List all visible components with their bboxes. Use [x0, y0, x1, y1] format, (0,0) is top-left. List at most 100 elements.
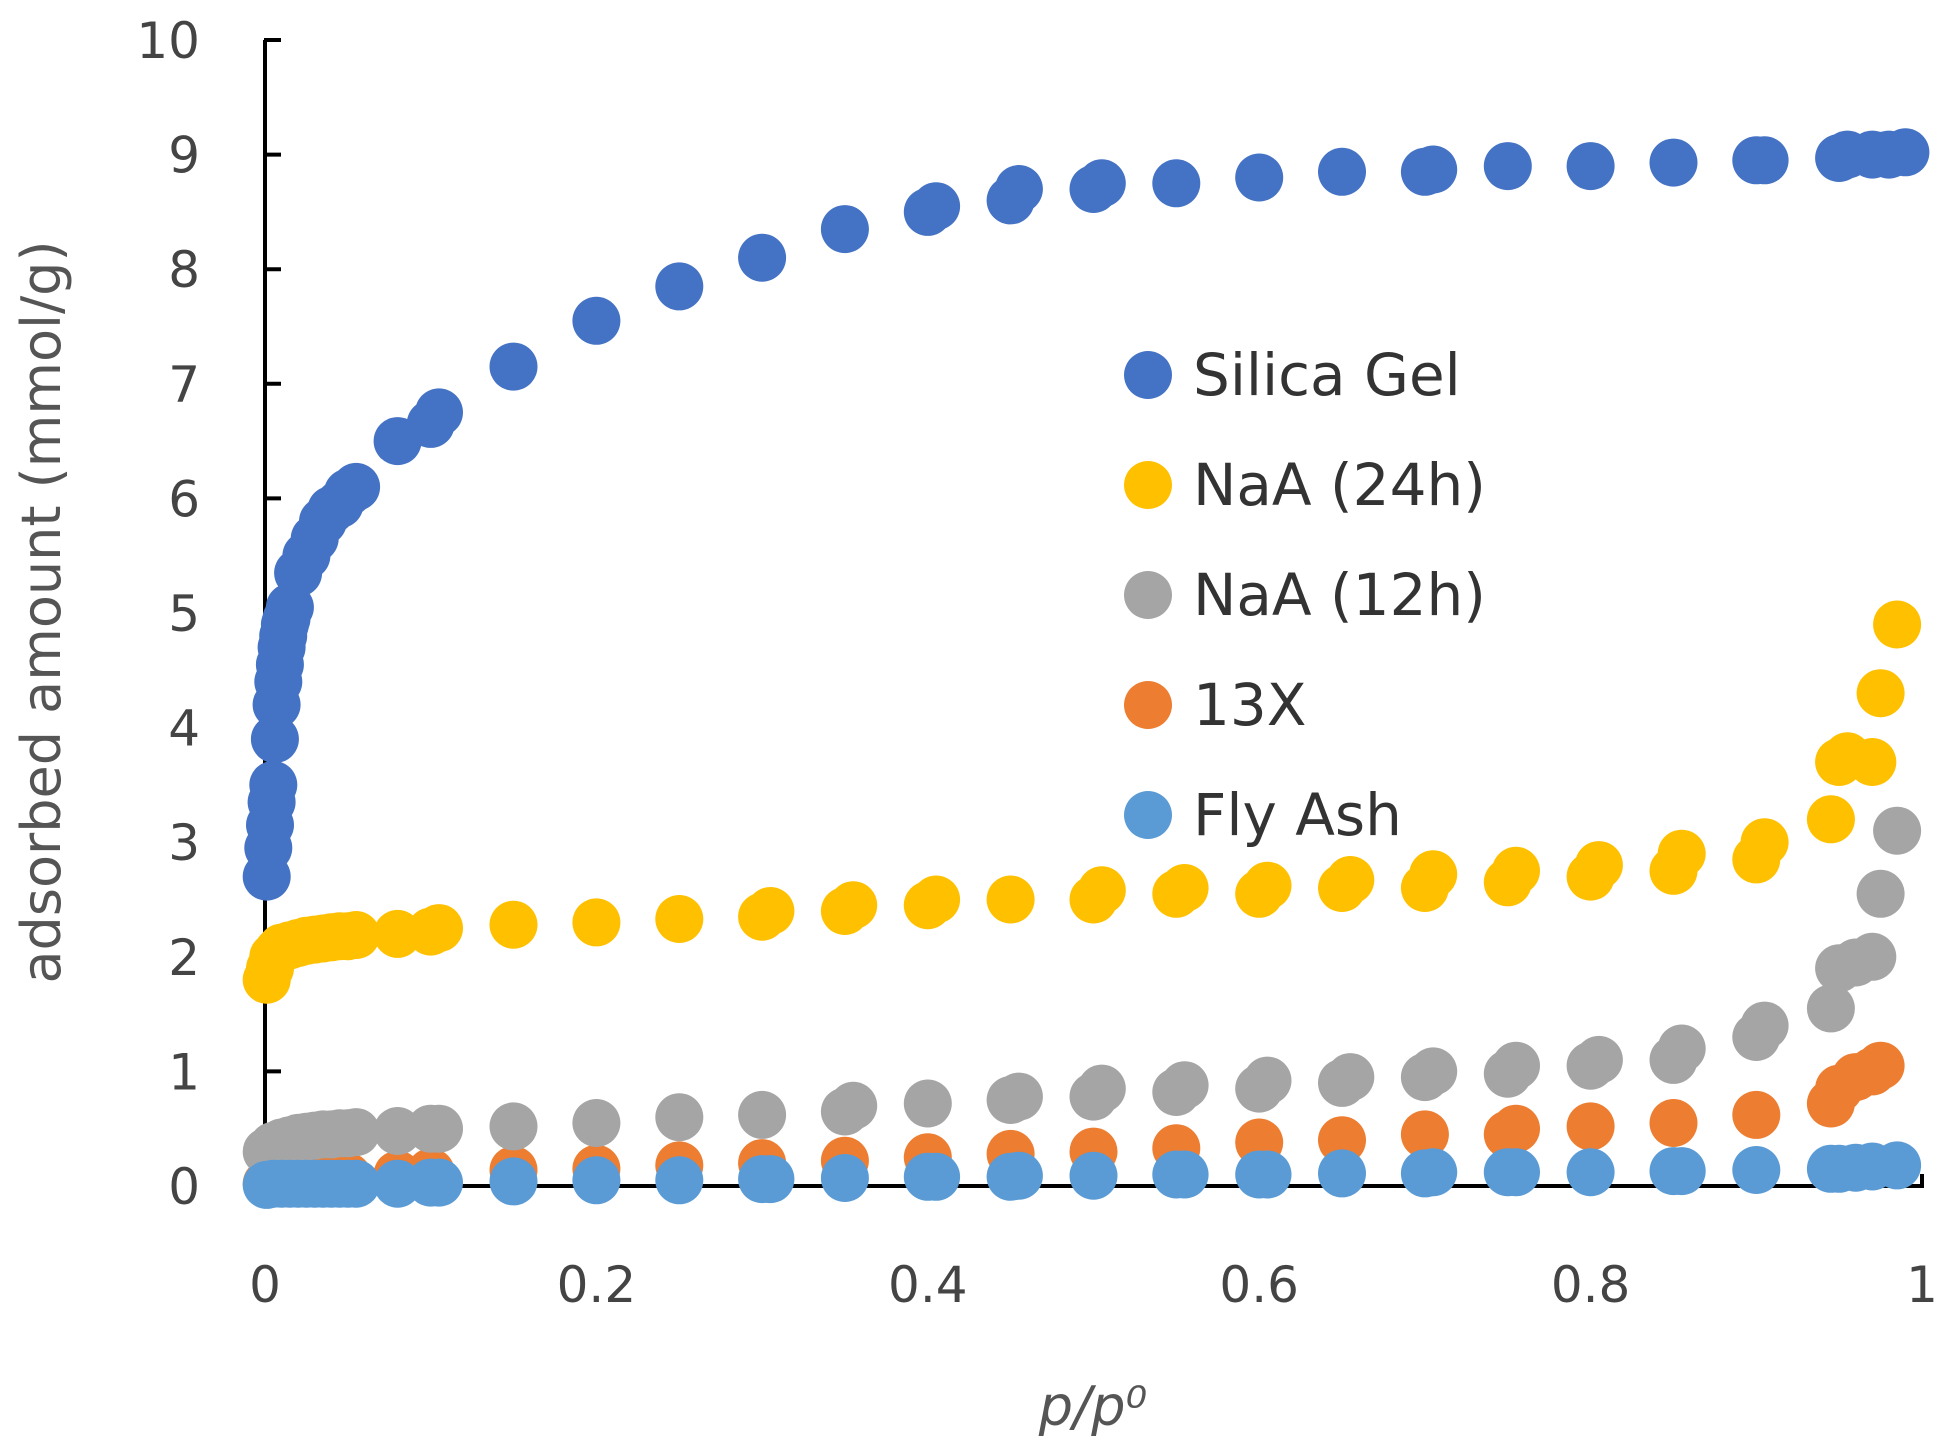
x-axis-title: p/p⁰	[1038, 1375, 1147, 1438]
data-point	[1881, 128, 1930, 177]
data-point	[1657, 1024, 1706, 1073]
data-point	[746, 1155, 795, 1204]
data-point	[738, 233, 787, 282]
legend-label: Fly Ash	[1193, 781, 1402, 849]
x-tick-label: 0	[249, 1256, 281, 1314]
x-axis-title-superscript: ⁰	[1126, 1375, 1148, 1438]
series-fly-ash	[242, 1141, 1922, 1209]
data-point	[1243, 861, 1292, 910]
y-tick-label: 8	[168, 241, 200, 299]
series-naa-24h	[242, 600, 1922, 1004]
data-point	[1077, 866, 1126, 915]
data-point	[912, 1152, 961, 1201]
data-point	[1160, 1061, 1209, 1110]
data-point	[738, 1090, 787, 1139]
data-point	[415, 1158, 463, 1207]
data-point	[489, 1102, 538, 1151]
legend-label: NaA (12h)	[1193, 561, 1486, 629]
legend-marker	[1124, 351, 1172, 399]
data-point	[1740, 136, 1789, 185]
data-point	[1318, 147, 1366, 196]
data-point	[1409, 1047, 1458, 1096]
y-axis-title: adsorbed amount (mmol/g)	[10, 240, 73, 983]
x-axis-title-base: p/p	[1038, 1375, 1126, 1438]
y-tick-label: 9	[168, 127, 200, 185]
data-point	[1574, 841, 1623, 890]
data-point	[1848, 738, 1897, 786]
data-point	[572, 1156, 621, 1205]
legend-entry: 13X	[1124, 671, 1307, 739]
data-point	[1069, 1151, 1118, 1200]
data-point	[415, 904, 463, 953]
y-tick-label: 0	[168, 1158, 200, 1216]
data-point	[1492, 1041, 1540, 1090]
data-point	[332, 1108, 381, 1157]
legend-marker	[1124, 461, 1172, 509]
data-point	[332, 911, 381, 959]
data-point	[1873, 600, 1922, 649]
data-point	[1492, 1104, 1540, 1153]
y-tick-label: 5	[168, 585, 200, 643]
y-tick-label: 10	[136, 12, 200, 70]
data-point	[249, 760, 298, 809]
data-point	[1492, 846, 1540, 895]
data-point	[1806, 795, 1855, 844]
data-point	[829, 1081, 878, 1130]
data-point	[572, 296, 621, 345]
data-point	[1566, 1148, 1615, 1197]
y-tick-label: 7	[168, 356, 200, 414]
data-point	[994, 1072, 1043, 1121]
y-tick-label: 2	[168, 929, 200, 987]
data-point	[1243, 1150, 1292, 1199]
data-point	[1732, 1090, 1781, 1139]
data-point	[655, 1093, 704, 1142]
data-point	[820, 1154, 869, 1202]
data-point	[1740, 818, 1789, 867]
data-point	[415, 1104, 463, 1153]
data-point	[1657, 829, 1706, 878]
data-point	[572, 898, 621, 947]
x-tick-label: 0.4	[888, 1256, 968, 1314]
x-tick-label: 0.2	[557, 1256, 637, 1314]
data-point	[1409, 850, 1458, 899]
data-point	[1160, 864, 1209, 912]
data-point	[1160, 1150, 1209, 1199]
data-point	[1077, 159, 1126, 208]
data-point	[1152, 159, 1201, 208]
data-point	[1649, 1099, 1698, 1147]
data-point	[994, 1151, 1043, 1200]
data-point	[1806, 984, 1855, 1033]
data-point	[332, 1159, 381, 1208]
data-point	[332, 462, 381, 511]
x-tick-label: 1	[1906, 1256, 1938, 1314]
data-point	[1740, 1001, 1789, 1050]
data-point	[1243, 1056, 1292, 1105]
data-point	[655, 895, 704, 943]
legend-entry: NaA (12h)	[1124, 561, 1486, 629]
legend: Silica Gel NaA (24h) NaA (12h) 13X Fly Ash	[1124, 341, 1486, 849]
data-point	[1326, 1053, 1375, 1102]
data-point	[1873, 1141, 1922, 1190]
data-points	[242, 128, 1930, 1209]
legend-entry: Fly Ash	[1124, 781, 1402, 849]
legend-entry: NaA (24h)	[1124, 451, 1486, 519]
data-point	[1732, 1146, 1781, 1194]
y-tick-label: 1	[168, 1043, 200, 1101]
data-point	[1409, 145, 1458, 194]
data-point	[1649, 138, 1698, 187]
data-point	[1326, 856, 1375, 904]
legend-marker	[1124, 681, 1172, 729]
data-point	[1400, 1110, 1449, 1159]
data-point	[1409, 1148, 1458, 1197]
data-point	[489, 1157, 538, 1206]
data-point	[1856, 669, 1905, 718]
data-point	[986, 875, 1035, 924]
data-point	[829, 881, 878, 930]
data-point	[489, 900, 538, 949]
data-point	[250, 715, 299, 764]
legend-entry: Silica Gel	[1124, 341, 1461, 409]
data-point	[1657, 1147, 1706, 1196]
data-point	[1566, 142, 1615, 191]
data-point	[1856, 1041, 1905, 1090]
